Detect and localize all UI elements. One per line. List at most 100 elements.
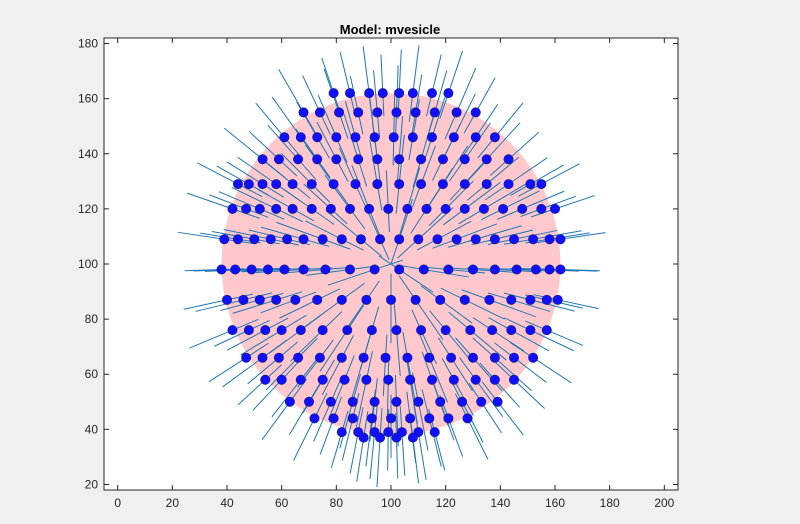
normal-vector <box>305 220 364 251</box>
normal-vector <box>440 287 505 320</box>
data-point <box>265 234 276 245</box>
y-tick-label: 160 <box>78 92 98 106</box>
y-tick-label: 80 <box>85 312 99 326</box>
data-point <box>448 132 459 143</box>
data-point <box>410 294 421 305</box>
normal-vector <box>271 96 319 162</box>
y-tick-label: 60 <box>85 367 99 381</box>
data-point <box>342 325 353 336</box>
normal-vector <box>255 102 302 158</box>
normal-vector <box>231 187 304 223</box>
x-tick-label: 60 <box>275 496 289 510</box>
data-point <box>314 107 325 118</box>
normal-vector <box>443 181 501 226</box>
normal-vector <box>411 145 436 208</box>
data-point <box>312 154 323 165</box>
data-point <box>440 325 451 336</box>
normal-vector <box>321 335 354 396</box>
normal-vector <box>461 289 536 318</box>
data-point <box>451 107 462 118</box>
data-point <box>426 374 437 385</box>
data-point <box>293 352 304 363</box>
normal-vector <box>208 342 269 383</box>
data-point <box>238 294 249 305</box>
data-point <box>424 413 435 424</box>
data-point <box>312 132 323 143</box>
normal-vector <box>351 164 381 236</box>
normal-vector <box>472 317 525 352</box>
data-point <box>435 294 446 305</box>
normal-vector <box>349 407 364 474</box>
data-point <box>383 203 394 214</box>
data-point <box>230 264 241 275</box>
chart-title: Model: mvesicle <box>340 22 440 37</box>
data-point <box>320 264 331 275</box>
x-tick-label: 160 <box>545 496 565 510</box>
normal-vector <box>487 229 558 245</box>
normal-vector <box>477 102 524 159</box>
normal-vector <box>278 69 319 139</box>
normal-vector <box>449 156 491 201</box>
y-tick-label: 100 <box>78 257 98 271</box>
data-point <box>369 396 380 407</box>
data-point <box>421 203 432 214</box>
data-point <box>279 132 290 143</box>
data-point <box>503 154 514 165</box>
x-tick-label: 120 <box>436 496 456 510</box>
normal-vector <box>279 288 341 319</box>
normal-vector <box>349 330 373 404</box>
normal-vector <box>471 229 534 246</box>
normal-vector <box>395 413 399 479</box>
normal-vector <box>439 50 464 119</box>
normal-vector <box>488 317 550 352</box>
data-point <box>309 413 320 424</box>
normal-vector <box>214 320 270 347</box>
data-point <box>429 427 440 438</box>
data-point <box>391 325 402 336</box>
data-point <box>306 203 317 214</box>
normal-vector <box>449 377 484 443</box>
data-point <box>314 352 325 363</box>
normal-vector <box>466 122 521 182</box>
data-point <box>232 234 243 245</box>
normal-vector <box>316 121 349 182</box>
data-point <box>429 107 440 118</box>
normal-vector <box>412 372 429 451</box>
data-point <box>555 234 566 245</box>
data-point <box>246 264 257 275</box>
normal-vector <box>369 139 383 211</box>
data-point <box>366 325 377 336</box>
normal-vector <box>276 221 351 250</box>
data-point <box>372 154 383 165</box>
data-point <box>254 203 265 214</box>
data-point <box>413 234 424 245</box>
data-point <box>306 179 317 190</box>
data-point <box>489 132 500 143</box>
data-point <box>487 325 498 336</box>
data-point <box>407 88 418 99</box>
data-point <box>336 352 347 363</box>
data-point <box>380 352 391 363</box>
data-point <box>372 107 383 118</box>
normal-vector <box>399 406 406 476</box>
data-point <box>525 294 536 305</box>
data-point <box>260 325 271 336</box>
normal-vector <box>489 131 540 176</box>
data-point <box>443 88 454 99</box>
data-point <box>377 88 388 99</box>
data-point <box>344 203 355 214</box>
data-point <box>243 325 254 336</box>
normal-vector <box>373 70 381 138</box>
data-point <box>459 179 470 190</box>
normal-vector <box>421 389 442 467</box>
data-point <box>347 396 358 407</box>
x-tick-label: 180 <box>600 496 620 510</box>
normal-vector <box>393 302 401 376</box>
data-point <box>298 234 309 245</box>
data-point <box>364 88 375 99</box>
normal-vector <box>447 225 522 248</box>
normal-vector <box>252 361 300 411</box>
normal-vector <box>256 188 315 222</box>
data-point <box>407 132 418 143</box>
data-point <box>295 325 306 336</box>
